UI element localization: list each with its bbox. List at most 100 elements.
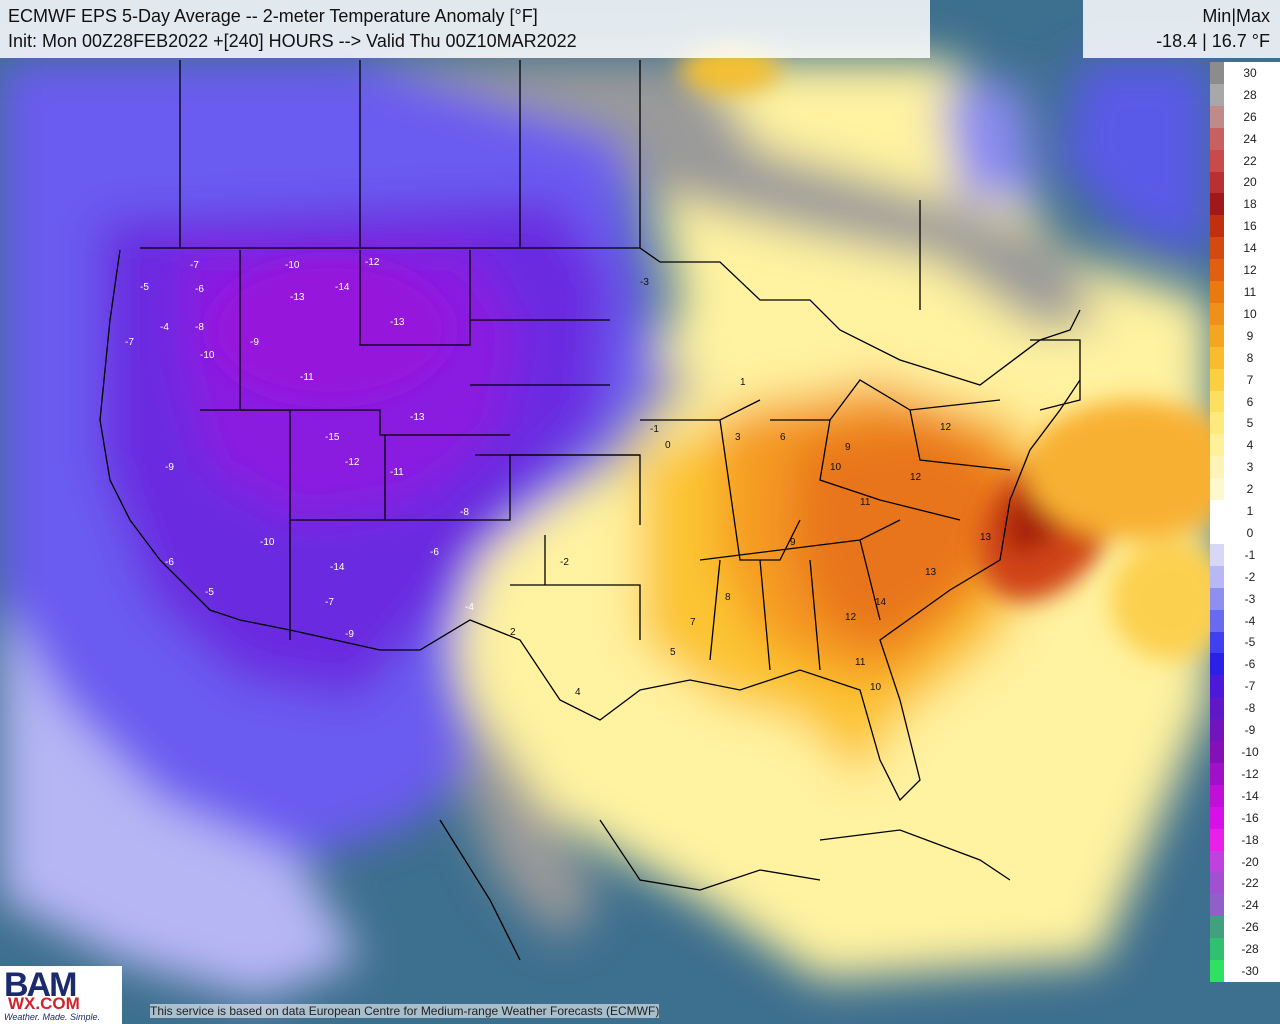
map-subtitle: Init: Mon 00Z28FEB2022 +[240] HOURS --> … [8,31,577,51]
legend-swatch [1210,850,1224,873]
legend-swatch [1210,609,1224,632]
legend-swatch [1210,193,1224,216]
anomaly-label: -13 [410,412,425,423]
legend-swatch [1210,762,1224,785]
legend-swatch [1210,916,1224,939]
anomaly-label: -8 [460,507,469,518]
anomaly-label: -1 [650,424,659,435]
anomaly-label: -13 [390,317,405,328]
logo-tagline: Weather. Made. Simple. [4,1012,101,1022]
anomaly-label: -5 [205,587,214,598]
anomaly-label: 2 [510,627,516,638]
legend-tick-label: -20 [1241,854,1259,869]
anomaly-label: -10 [200,350,215,361]
legend-swatch [1210,83,1224,106]
legend-tick-label: 1 [1246,504,1254,519]
legend-swatch [1210,675,1224,698]
legend-swatch [1210,259,1224,282]
legend-tick-label: -1 [1244,547,1256,562]
anomaly-label: 13 [980,532,992,543]
anomaly-label: 1 [740,377,746,388]
anomaly-label: 9 [845,442,851,453]
legend-swatch [1210,302,1224,325]
legend-tick-label: -9 [1244,723,1256,738]
legend-tick-label: 9 [1246,328,1254,343]
legend-tick-label: 14 [1243,241,1257,256]
anomaly-label: -7 [325,597,334,608]
anomaly-label: -8 [195,322,204,333]
legend-swatch [1210,127,1224,150]
legend-swatch [1210,960,1224,983]
legend-tick-label: -26 [1241,920,1259,935]
legend-swatch [1210,784,1224,807]
legend-tick-label: -10 [1241,745,1259,759]
legend-tick-label: 30 [1243,65,1257,80]
legend-swatch [1210,719,1224,742]
legend-tick-label: -18 [1241,832,1259,847]
legend-tick-label: 7 [1246,372,1254,387]
legend-swatch [1210,346,1224,369]
anomaly-label: -6 [430,547,439,558]
min-max-label: Min|Max [1202,6,1270,26]
anomaly-label: -4 [465,602,474,613]
anomaly-label: 10 [830,462,842,473]
anomaly-label: -2 [560,557,569,568]
legend-tick-label: -4 [1244,613,1256,628]
anomaly-label: -3 [640,277,649,288]
anomaly-label: -9 [165,462,174,473]
anomaly-label: 9 [790,537,796,548]
anomaly-label: 0 [665,440,671,451]
legend-swatch [1210,412,1224,435]
legend-tick-label: 10 [1243,306,1257,321]
legend-swatch [1210,500,1224,523]
legend-tick-label: 2 [1246,482,1254,497]
anomaly-label: -9 [345,629,354,640]
anomaly-label: -5 [140,282,149,293]
anomaly-label: -6 [165,557,174,568]
legend-swatch [1210,62,1224,84]
anomaly-label: 11 [855,657,866,668]
legend-tick-label: 5 [1246,416,1254,431]
legend-tick-label: -5 [1244,635,1256,650]
anomaly-label: 4 [575,687,581,698]
anomaly-label: 12 [910,472,922,483]
anomaly-label: 7 [690,617,696,628]
anomaly-label: -14 [335,282,350,293]
legend-swatch [1210,938,1224,961]
anomaly-label: -11 [300,372,314,383]
legend-swatch [1210,806,1224,829]
anomaly-label: 10 [870,682,882,693]
anomaly-label: -7 [125,337,134,348]
legend-tick-label: 12 [1243,263,1257,278]
anomaly-label: -13 [290,292,305,303]
legend-tick-label: -3 [1244,591,1256,606]
anomaly-label: -9 [250,337,259,348]
anomaly-label: -15 [325,432,340,443]
legend-swatch [1210,237,1224,260]
anomaly-label: -10 [260,537,275,548]
anomaly-label: 13 [925,567,937,578]
legend-swatch [1210,828,1224,851]
map-title: ECMWF EPS 5-Day Average -- 2-meter Tempe… [8,6,538,26]
legend-tick-label: 8 [1246,350,1254,365]
legend-swatch [1210,587,1224,610]
anomaly-label: -6 [195,284,204,295]
anomaly-label: 12 [845,612,857,623]
legend-tick-label: -7 [1244,679,1256,694]
attribution-text: This service is based on data European C… [150,1004,660,1018]
legend-tick-label: 28 [1243,87,1257,102]
legend-tick-label: 18 [1243,197,1257,212]
anomaly-label: 5 [670,647,676,658]
legend-swatch [1210,149,1224,172]
bamwx-logo: BAM WX.COM Weather. Made. Simple. [0,966,122,1024]
legend-swatch [1210,368,1224,391]
legend-swatch [1210,281,1224,304]
legend-tick-label: -2 [1244,569,1256,584]
legend-swatch [1210,456,1224,479]
anomaly-label: -10 [285,260,300,271]
anomaly-label: -12 [345,457,360,468]
anomaly-label: -14 [330,562,345,573]
anomaly-label: 6 [780,432,786,443]
legend-swatch [1210,631,1224,654]
